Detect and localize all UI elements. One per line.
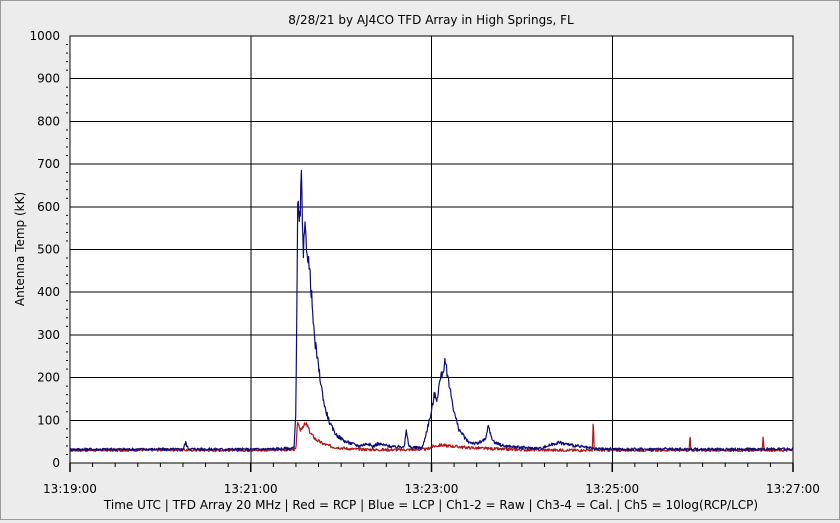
chart-title: 8/28/21 by AJ4CO TFD Array in High Sprin… <box>288 13 574 27</box>
y-tick-label: 600 <box>37 200 60 214</box>
x-tick-label: 13:25:00 <box>585 482 639 496</box>
y-tick-label: 800 <box>37 114 60 128</box>
grid-lines <box>69 35 794 464</box>
y-tick-label: 0 <box>52 456 60 470</box>
y-tick-label: 700 <box>37 157 60 171</box>
y-tick-label: 300 <box>37 328 60 342</box>
y-minor-ticks <box>66 44 68 455</box>
y-tick-label: 900 <box>37 72 60 86</box>
x-tick-label: 13:19:00 <box>43 482 97 496</box>
y-axis-label: Antenna Temp (kK) <box>13 192 27 306</box>
x-axis-ticks <box>69 463 794 472</box>
y-tick-label: 400 <box>37 285 60 299</box>
series-layer <box>69 169 794 453</box>
x-tick-label: 13:21:00 <box>224 482 278 496</box>
x-axis-label: Time UTC | TFD Array 20 MHz | Red = RCP … <box>103 498 758 512</box>
y-tick-label: 100 <box>37 413 60 427</box>
x-tick-label: 13:23:00 <box>405 482 459 496</box>
y-axis-tick-labels: 0 100 200 300 400 500 600 700 800 900 1000 <box>29 29 60 470</box>
x-axis-tick-labels: 13:19:00 13:21:00 13:23:00 13:25:00 13:27:00 <box>43 482 820 496</box>
y-tick-label: 500 <box>37 243 60 257</box>
y-tick-label: 1000 <box>29 29 60 43</box>
x-tick-label: 13:27:00 <box>766 482 820 496</box>
y-tick-label: 200 <box>37 371 60 385</box>
series-line-lcp <box>69 169 794 452</box>
